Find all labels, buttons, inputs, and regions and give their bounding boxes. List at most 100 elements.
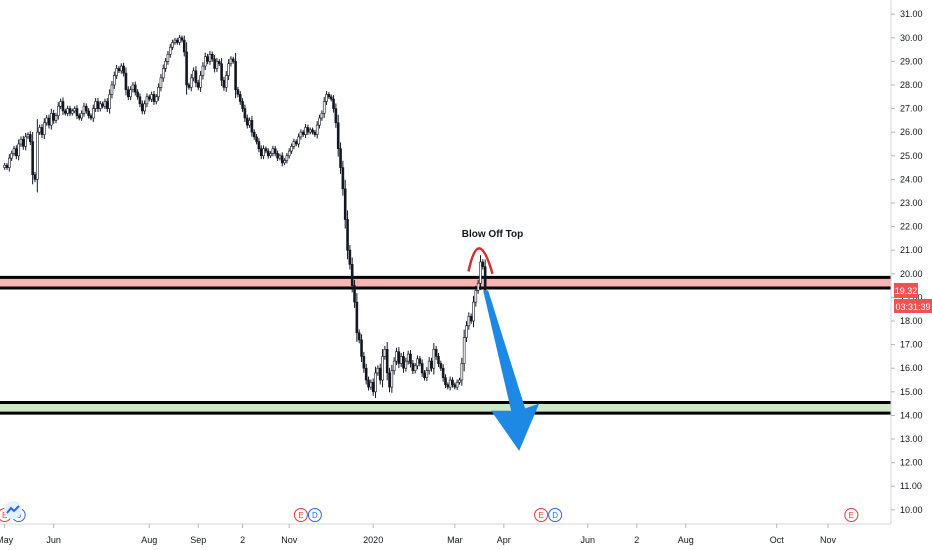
price-tick-label: 21.00: [900, 245, 923, 255]
candle: [124, 67, 128, 96]
candle: [462, 329, 466, 372]
candle: [271, 145, 275, 157]
candle: [38, 124, 41, 136]
candle: [262, 145, 265, 160]
price-tick-label: 30.00: [900, 33, 923, 43]
candle: [399, 353, 403, 367]
candle: [147, 94, 151, 102]
candle: [208, 50, 212, 65]
candle: [89, 113, 93, 121]
tradingview-logo[interactable]: [4, 501, 22, 519]
earnings-marker[interactable]: E: [293, 508, 308, 522]
candle: [40, 124, 44, 138]
candle: [52, 109, 55, 124]
candle: [329, 94, 333, 102]
earnings-marker[interactable]: E: [844, 508, 859, 522]
candle: [458, 377, 461, 385]
dividend-marker[interactable]: D: [307, 508, 322, 522]
dividend-marker[interactable]: D: [548, 508, 563, 522]
candle: [371, 378, 375, 396]
price-tick-label: 16.00: [900, 363, 923, 373]
last-price-label: 19.32: [895, 286, 918, 296]
candle: [36, 119, 39, 193]
candle: [297, 133, 300, 148]
resistance-zone[interactable]: [0, 275, 891, 290]
price-tick-label: 26.00: [900, 127, 923, 137]
candle: [376, 365, 380, 376]
price-tick-label: 15.00: [900, 387, 923, 397]
candle: [47, 114, 51, 129]
candle: [154, 93, 158, 105]
candle: [269, 151, 272, 159]
price-tick-label: 14.00: [900, 410, 923, 420]
candle: [101, 101, 104, 109]
candle: [110, 81, 114, 99]
candle: [285, 152, 289, 164]
candle: [325, 91, 328, 105]
candle: [318, 114, 321, 129]
candle: [33, 171, 37, 183]
candle: [217, 59, 221, 66]
candle: [75, 105, 79, 120]
candle: [78, 113, 81, 121]
candle: [91, 104, 95, 122]
time-tick-label: Aug: [141, 535, 157, 545]
candle: [129, 86, 132, 101]
candle: [115, 65, 118, 79]
candle: [131, 82, 135, 93]
support-zone[interactable]: [0, 400, 891, 415]
down-arrow: [483, 290, 540, 451]
candle: [94, 98, 97, 112]
candle: [441, 364, 445, 382]
price-tick-label: 28.00: [900, 80, 923, 90]
candle: [290, 143, 293, 154]
candles-layer: [3, 34, 487, 399]
time-tick-label: Mar: [447, 535, 463, 545]
candle: [360, 334, 363, 363]
candle: [138, 93, 142, 108]
candle: [472, 295, 475, 328]
candle: [108, 89, 111, 114]
candle: [418, 355, 422, 367]
zones-layer: [0, 275, 891, 415]
candle: [474, 285, 478, 307]
candle: [66, 105, 69, 117]
candle: [322, 96, 326, 118]
candle: [29, 131, 32, 146]
candle: [140, 100, 144, 115]
time-axis[interactable]: May Jun Aug Sep 2 Nov 2020 Mar Apr Jun 2 Aug Oct Nov: [0, 524, 837, 545]
candle: [460, 357, 464, 386]
candle: [406, 350, 410, 365]
candle: [362, 351, 366, 373]
candle: [26, 132, 30, 140]
candle: [50, 108, 53, 130]
candle: [8, 154, 11, 172]
candle: [397, 347, 401, 369]
earnings-marker[interactable]: E: [534, 508, 549, 522]
candle: [264, 146, 268, 154]
time-tick-label: May: [0, 535, 14, 545]
candle: [388, 367, 391, 393]
price-tick-label: 17.00: [900, 340, 923, 350]
candle: [315, 121, 319, 139]
candle: [339, 142, 342, 174]
candle: [119, 63, 123, 74]
candle: [420, 359, 424, 377]
candle: [252, 129, 256, 140]
candle: [357, 329, 361, 344]
candle: [3, 162, 6, 170]
candle: [187, 82, 191, 90]
candle: [201, 62, 205, 80]
candle: [350, 257, 354, 293]
candle: [71, 108, 74, 116]
price-tick-label: 27.00: [900, 104, 923, 114]
candle: [266, 148, 270, 159]
candle: [346, 210, 349, 260]
candle: [455, 379, 459, 390]
price-tick-label: 20.00: [900, 269, 923, 279]
svg-text:E: E: [298, 511, 303, 520]
price-axis[interactable]: 10.00 11.00 12.00 13.00 14.00 15.00 16.00 17.00…: [891, 9, 923, 515]
candle: [87, 108, 90, 119]
candle: [22, 135, 25, 150]
